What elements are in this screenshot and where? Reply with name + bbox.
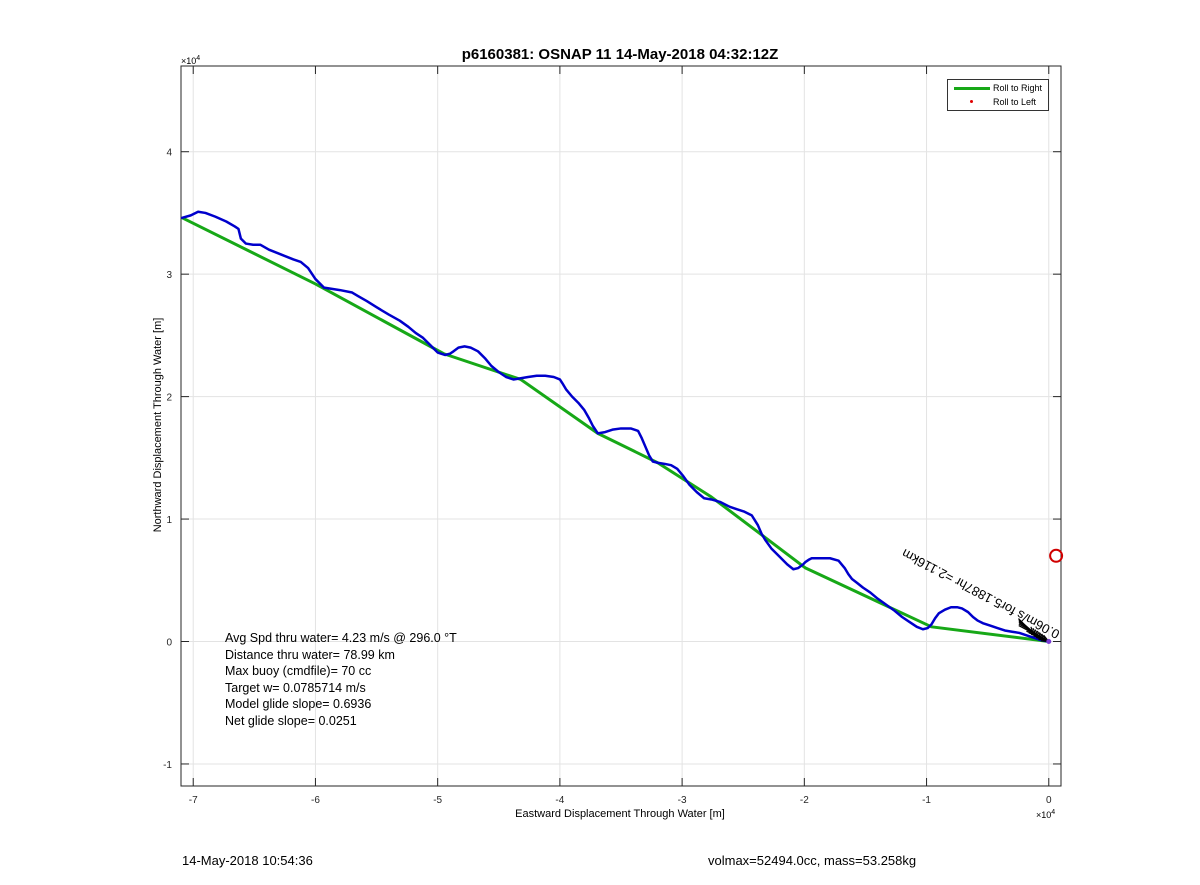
current-arrow-head bbox=[1030, 626, 1035, 635]
legend-item-roll-left: Roll to Left bbox=[948, 96, 1048, 109]
x-axis-exponent: ×104 bbox=[1036, 809, 1056, 820]
y-tick-label: 1 bbox=[166, 515, 172, 526]
glide-line-series bbox=[181, 216, 1049, 643]
legend: Roll to Right Roll to Left bbox=[947, 79, 1049, 111]
current-arrow-head bbox=[1038, 632, 1045, 640]
target-circle-marker bbox=[1049, 548, 1064, 563]
current-arrow-head bbox=[1038, 638, 1047, 641]
current-arrow-head bbox=[1041, 633, 1047, 641]
legend-label: Roll to Right bbox=[993, 83, 1043, 93]
y-axis-label: Northward Displacement Through Water [m] bbox=[152, 317, 164, 533]
track-series bbox=[180, 210, 1051, 643]
current-arrow bbox=[1018, 618, 1035, 635]
x-tick-label: -2 bbox=[800, 795, 809, 806]
y-tick-label: 2 bbox=[166, 393, 172, 404]
current-arrow-head bbox=[1026, 630, 1035, 635]
legend-dot-swatch bbox=[970, 100, 973, 103]
y-tick-label: 0 bbox=[166, 638, 172, 649]
footer-vol-mass: volmax=52494.0cc, mass=53.258kg bbox=[708, 853, 917, 868]
stats-block: Avg Spd thru water= 4.23 m/s @ 296.0 °T … bbox=[225, 630, 457, 730]
y-axis-exponent: ×104 bbox=[181, 55, 201, 66]
legend-line-swatch bbox=[954, 87, 990, 90]
chart-title: p6160381: OSNAP 11 14-May-2018 04:32:12Z bbox=[461, 46, 779, 63]
current-arrow-head bbox=[1035, 636, 1044, 640]
x-tick-label: -7 bbox=[189, 795, 198, 806]
y-tick-label: 4 bbox=[166, 148, 172, 159]
y-tick-label: -1 bbox=[163, 760, 172, 771]
legend-item-roll-right: Roll to Right bbox=[948, 82, 1048, 95]
stat-max-buoy: Max buoy (cmdfile)= 70 cc bbox=[225, 664, 372, 679]
current-arrow-head bbox=[1036, 630, 1042, 639]
stat-target-w: Target w= 0.0785714 m/s bbox=[225, 680, 366, 695]
marker-layer bbox=[1046, 548, 1064, 645]
x-tick-label: -1 bbox=[922, 795, 931, 806]
x-tick-label: 0 bbox=[1046, 795, 1052, 806]
current-arrow-head bbox=[1032, 627, 1037, 636]
legend-label: Roll to Left bbox=[993, 97, 1037, 107]
end-point-marker bbox=[1046, 639, 1052, 645]
stat-net-glide: Net glide slope= 0.0251 bbox=[225, 713, 357, 728]
stat-model-glide: Model glide slope= 0.6936 bbox=[225, 697, 372, 712]
x-axis-label: Eastward Displacement Through Water [m] bbox=[515, 808, 725, 820]
y-tick-label: 3 bbox=[166, 270, 172, 281]
stat-distance: Distance thru water= 78.99 km bbox=[225, 647, 395, 662]
grid-lines bbox=[181, 66, 1061, 786]
footer-timestamp: 14-May-2018 10:54:36 bbox=[182, 853, 313, 868]
plot-frame bbox=[180, 65, 1062, 787]
x-tick-label: -3 bbox=[678, 795, 687, 806]
x-tick-label: -6 bbox=[311, 795, 320, 806]
x-tick-label: -4 bbox=[555, 795, 564, 806]
stat-avg-speed: Avg Spd thru water= 4.23 m/s @ 296.0 °T bbox=[225, 631, 457, 645]
axis-ticks: -7 -6 -5 -4 -3 -2 -1 0 -1 0 1 2 3 4 bbox=[163, 66, 1061, 806]
quiver-arrows bbox=[1018, 618, 1050, 643]
x-tick-label: -5 bbox=[433, 795, 442, 806]
current-arrow-head bbox=[1033, 635, 1042, 639]
series-layer bbox=[180, 210, 1051, 643]
current-arrow-head bbox=[1034, 629, 1040, 637]
